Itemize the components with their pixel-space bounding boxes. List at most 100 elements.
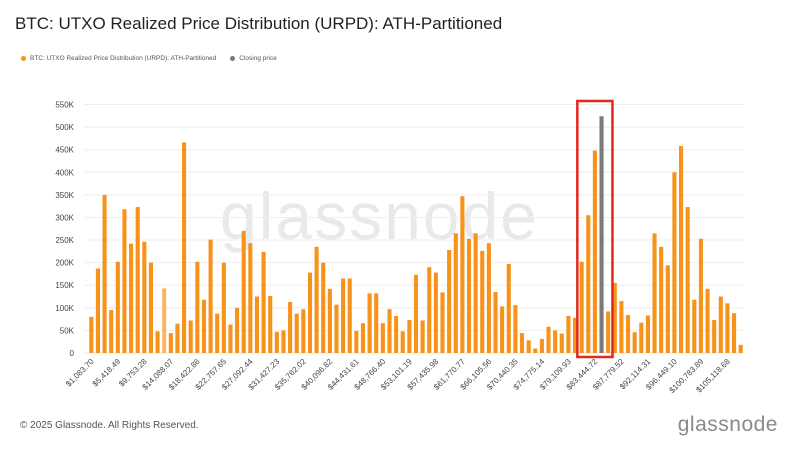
urpd-bar[interactable]: [235, 307, 240, 353]
urpd-bar[interactable]: [168, 333, 173, 353]
urpd-bar[interactable]: [665, 265, 670, 353]
urpd-bar[interactable]: [142, 241, 147, 353]
urpd-bar[interactable]: [268, 296, 273, 353]
urpd-bar[interactable]: [519, 333, 525, 353]
urpd-bar[interactable]: [221, 262, 226, 353]
urpd-bar[interactable]: [387, 309, 392, 353]
urpd-bar[interactable]: [307, 272, 313, 353]
urpd-bar[interactable]: [360, 323, 366, 353]
urpd-bar[interactable]: [692, 299, 697, 353]
urpd-bar[interactable]: [148, 262, 154, 353]
urpd-bar[interactable]: [182, 142, 187, 353]
urpd-bar[interactable]: [367, 293, 372, 353]
urpd-bar[interactable]: [539, 338, 544, 353]
urpd-bar[interactable]: [248, 243, 253, 353]
urpd-bar[interactable]: [201, 299, 207, 353]
urpd-bar[interactable]: [440, 292, 445, 353]
urpd-bar[interactable]: [606, 311, 611, 353]
urpd-bar[interactable]: [129, 243, 134, 353]
urpd-bar[interactable]: [486, 243, 491, 353]
urpd-bar[interactable]: [162, 288, 167, 353]
urpd-bar[interactable]: [466, 238, 472, 353]
urpd-bar[interactable]: [738, 344, 743, 353]
urpd-bar[interactable]: [513, 305, 518, 353]
urpd-bar[interactable]: [625, 315, 631, 353]
urpd-bar[interactable]: [294, 313, 299, 353]
urpd-bar[interactable]: [175, 323, 180, 353]
urpd-bar[interactable]: [274, 331, 279, 353]
urpd-bar[interactable]: [89, 316, 94, 353]
urpd-bar[interactable]: [135, 207, 140, 353]
urpd-bar[interactable]: [678, 146, 684, 353]
urpd-bar[interactable]: [420, 320, 425, 353]
urpd-bar[interactable]: [208, 239, 213, 353]
urpd-bar[interactable]: [685, 207, 690, 353]
urpd-bar[interactable]: [400, 331, 405, 353]
urpd-bar[interactable]: [228, 324, 233, 353]
urpd-bar[interactable]: [632, 332, 637, 353]
urpd-bar[interactable]: [612, 282, 617, 353]
urpd-bar[interactable]: [115, 261, 120, 353]
urpd-bar[interactable]: [301, 309, 306, 353]
urpd-bar[interactable]: [526, 340, 531, 353]
urpd-bar[interactable]: [553, 330, 558, 353]
urpd-bar[interactable]: [533, 348, 538, 353]
urpd-bar[interactable]: [698, 238, 703, 353]
urpd-bar[interactable]: [122, 209, 127, 353]
urpd-bar[interactable]: [215, 313, 220, 353]
urpd-bar[interactable]: [559, 333, 564, 353]
urpd-bar[interactable]: [645, 315, 650, 353]
urpd-bar[interactable]: [407, 320, 412, 353]
urpd-bar[interactable]: [705, 288, 710, 353]
urpd-bar[interactable]: [155, 331, 160, 353]
urpd-bar[interactable]: [572, 317, 578, 353]
urpd-bar[interactable]: [314, 246, 319, 353]
urpd-bar[interactable]: [500, 306, 505, 353]
urpd-bar[interactable]: [473, 233, 478, 353]
urpd-bar[interactable]: [321, 262, 326, 353]
urpd-bar[interactable]: [380, 323, 385, 353]
urpd-bar[interactable]: [334, 304, 339, 353]
urpd-bar[interactable]: [619, 301, 624, 353]
urpd-bar[interactable]: [288, 301, 293, 353]
urpd-bar[interactable]: [659, 246, 664, 353]
urpd-bar[interactable]: [566, 315, 571, 353]
urpd-bar[interactable]: [109, 310, 114, 353]
urpd-bar[interactable]: [639, 322, 644, 353]
urpd-bar[interactable]: [447, 249, 452, 353]
urpd-bar[interactable]: [546, 326, 551, 353]
legend-item-urpd[interactable]: BTC: UTXO Realized Price Distribution (U…: [21, 55, 216, 62]
urpd-bar[interactable]: [241, 231, 246, 353]
closing-price-bar[interactable]: [599, 116, 604, 353]
urpd-bar[interactable]: [95, 268, 100, 353]
urpd-bar[interactable]: [281, 330, 286, 353]
urpd-bar[interactable]: [427, 267, 432, 353]
urpd-bar[interactable]: [579, 261, 584, 353]
urpd-bar[interactable]: [592, 150, 597, 353]
urpd-bar[interactable]: [493, 292, 498, 353]
legend-item-closing[interactable]: Closing price: [230, 55, 277, 62]
urpd-bar[interactable]: [102, 194, 107, 353]
urpd-bar[interactable]: [327, 288, 332, 353]
urpd-bar[interactable]: [652, 233, 657, 353]
urpd-bar[interactable]: [712, 320, 717, 353]
urpd-bar[interactable]: [374, 293, 379, 353]
urpd-bar[interactable]: [506, 263, 511, 353]
urpd-bar[interactable]: [672, 172, 677, 353]
urpd-bar[interactable]: [354, 330, 359, 353]
urpd-bar[interactable]: [460, 196, 465, 353]
urpd-bar[interactable]: [188, 320, 193, 353]
urpd-bar[interactable]: [718, 296, 723, 353]
urpd-bar[interactable]: [347, 278, 352, 353]
urpd-bar[interactable]: [725, 303, 730, 353]
urpd-bar[interactable]: [433, 272, 438, 353]
urpd-bar[interactable]: [341, 278, 346, 353]
urpd-bar[interactable]: [413, 274, 419, 353]
urpd-bar[interactable]: [586, 215, 591, 353]
urpd-bar[interactable]: [480, 250, 485, 353]
urpd-bar[interactable]: [394, 315, 399, 353]
urpd-bar[interactable]: [261, 251, 266, 353]
urpd-bar[interactable]: [453, 233, 458, 353]
urpd-bar[interactable]: [195, 261, 200, 353]
urpd-bar[interactable]: [254, 296, 260, 353]
